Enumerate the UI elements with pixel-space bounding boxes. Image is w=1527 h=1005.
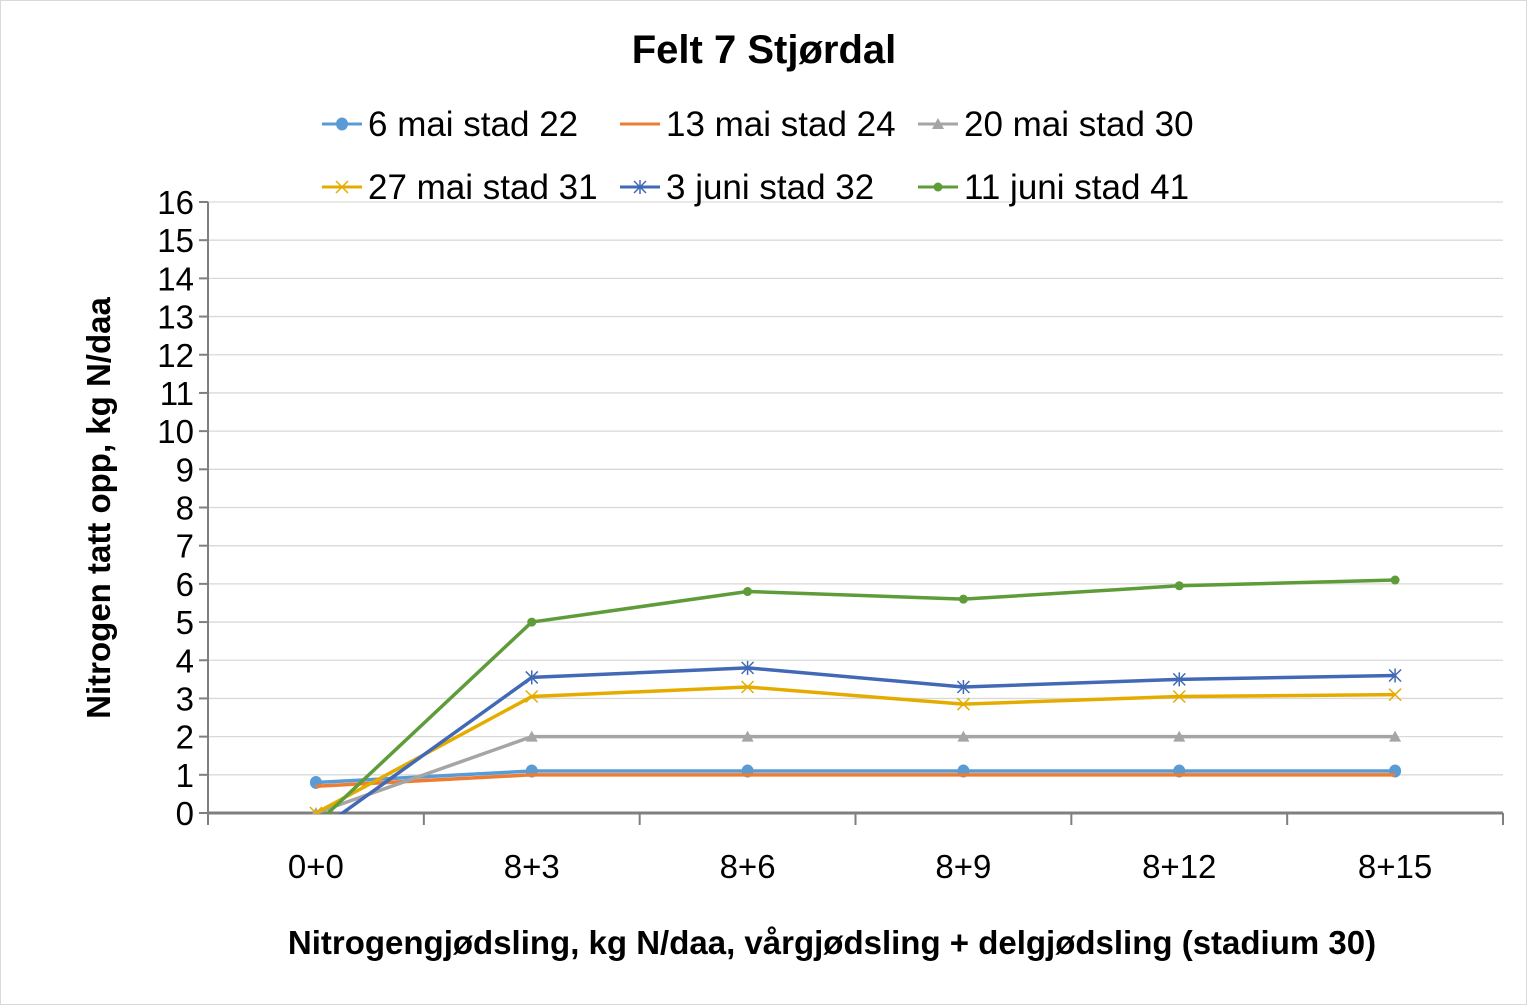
legend-marker: [335, 180, 349, 194]
series-4: [310, 660, 1402, 839]
data-point: [958, 594, 968, 604]
x-tick-label: 0+0: [288, 848, 344, 885]
series-line: [338, 666, 1396, 814]
data-point: [956, 679, 970, 694]
series-1: [315, 773, 1396, 789]
y-tick-label: 1: [176, 757, 194, 794]
legend-label: 27 mai stad 31: [368, 168, 598, 207]
series-line: [315, 773, 1396, 789]
data-point: [741, 660, 755, 675]
data-point: [527, 617, 537, 627]
legend-item: 3 juni stad 32: [620, 168, 874, 207]
legend-label: 13 mai stad 24: [666, 105, 896, 144]
series-5: [311, 575, 1400, 829]
x-axis-label: Nitrogengjødsling, kg N/daa, vårgjødslin…: [288, 924, 1376, 961]
x-tick-label: 8+3: [504, 848, 560, 885]
y-tick-label: 6: [176, 566, 194, 603]
data-point: [957, 730, 970, 742]
y-tick-label: 0: [176, 795, 194, 832]
legend-label: 11 juni stad 41: [964, 168, 1189, 207]
data-point: [743, 587, 753, 597]
y-tick-label: 10: [157, 413, 194, 450]
legend-label: 3 juni stad 32: [666, 168, 874, 207]
chart-title: Felt 7 Stjørdal: [632, 28, 897, 72]
legend-item: 6 mai stad 22: [322, 105, 578, 144]
data-point: [1388, 668, 1402, 683]
data-point: [310, 825, 322, 839]
legend-label: 20 mai stad 30: [964, 105, 1194, 144]
data-point: [956, 697, 970, 711]
data-point: [525, 689, 539, 704]
data-point: [1388, 688, 1402, 702]
series-line: [315, 734, 1396, 814]
legend-marker: [336, 117, 348, 131]
x-tick-label: 8+6: [720, 848, 776, 885]
legend-marker: [633, 180, 647, 194]
y-tick-label: 11: [160, 375, 194, 412]
y-tick-label: 12: [157, 337, 194, 374]
x-tick-label: 8+9: [935, 848, 991, 885]
data-point: [525, 670, 539, 685]
data-point: [1174, 581, 1184, 591]
gridlines: [208, 201, 1503, 776]
data-point: [741, 730, 754, 742]
legend-item: 13 mai stad 24: [620, 105, 896, 144]
data-point: [1172, 672, 1186, 687]
y-tick-label: 7: [176, 528, 194, 565]
y-tick-label: 5: [176, 604, 194, 641]
y-tick-label: 9: [176, 451, 194, 488]
data-point: [1390, 575, 1400, 585]
y-tick-label: 16: [157, 184, 194, 221]
y-tick-label: 8: [176, 490, 194, 527]
y-tick-label: 4: [176, 642, 194, 679]
data-point: [1173, 730, 1186, 742]
series-line: [315, 685, 1396, 814]
series-2: [312, 730, 1402, 814]
series-line: [315, 769, 1396, 785]
data-point: [311, 820, 320, 829]
y-axis-label: Nitrogen tatt opp, kg N/daa: [80, 297, 117, 719]
data-point: [741, 680, 755, 694]
x-tick-label: 8+15: [1358, 848, 1432, 885]
legend-item: 11 juni stad 41: [918, 168, 1189, 207]
data-point: [1389, 730, 1402, 742]
data-point: [309, 806, 323, 814]
series-group: [309, 575, 1402, 839]
x-axis: 0+0 8+3 8+6 8+9 8+12 8+15: [207, 202, 1504, 885]
x-tick-label: 8+12: [1142, 848, 1216, 885]
y-tick-label: 3: [176, 680, 194, 717]
y-tick-label: 13: [157, 299, 194, 336]
legend-label: 6 mai stad 22: [368, 105, 578, 144]
legend: 6 mai stad 22 13 mai stad 24 20 mai stad 3…: [322, 105, 1194, 207]
data-point: [1172, 689, 1186, 704]
series-3: [309, 680, 1402, 814]
legend-item: 27 mai stad 31: [322, 168, 598, 207]
data-point: [525, 730, 538, 742]
y-tick-label: 14: [157, 260, 194, 297]
legend-item: 20 mai stad 30: [918, 105, 1194, 144]
legend-marker: [933, 182, 943, 192]
legend-marker: [932, 118, 944, 129]
y-tick-label: 15: [157, 222, 194, 259]
y-tick-label: 2: [176, 719, 194, 756]
series-line: [324, 578, 1396, 814]
